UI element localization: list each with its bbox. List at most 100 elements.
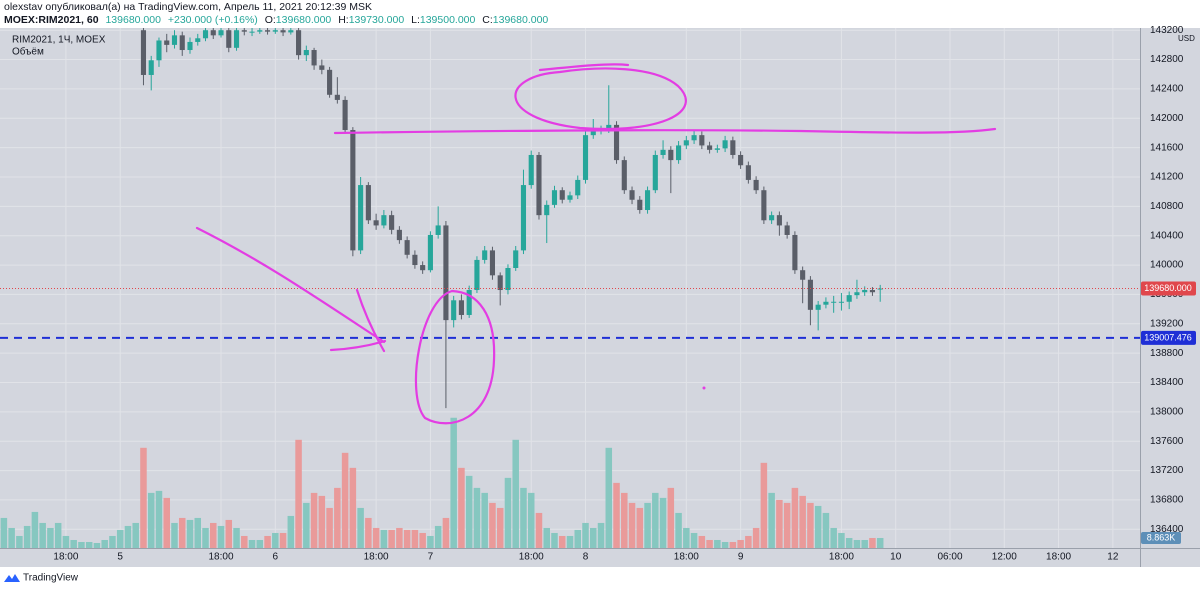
low-label: L: <box>411 14 420 26</box>
y-tick-label: 137600 <box>1150 436 1184 447</box>
volume-bar <box>39 522 46 548</box>
volume-bar <box>644 502 651 548</box>
volume-bar <box>768 492 775 548</box>
volume-bar <box>295 439 302 548</box>
volume-bar <box>442 517 450 548</box>
volume-bar <box>70 539 77 548</box>
volume-bar <box>667 487 675 548</box>
candle-body <box>753 179 759 191</box>
volume-bar <box>396 527 403 548</box>
y-tick-label: 143200 <box>1150 25 1184 36</box>
candle-body <box>800 270 806 280</box>
x-tick-label: 06:00 <box>937 552 962 563</box>
volume-bar <box>303 502 310 548</box>
volume-bar <box>543 527 550 548</box>
high-label: H: <box>338 14 349 26</box>
volume-bar <box>93 542 101 548</box>
candle-body <box>187 41 193 51</box>
x-tick-label: 18:00 <box>829 552 854 563</box>
volume-bar <box>186 519 194 548</box>
candle-body <box>365 185 371 221</box>
candle-body <box>683 140 689 146</box>
volume-bar <box>403 529 411 548</box>
y-tick-label: 139200 <box>1150 318 1184 329</box>
volume-bar <box>357 507 364 548</box>
y-tick-label: 138000 <box>1150 406 1184 417</box>
drawn-circle <box>414 289 496 425</box>
volume-bar <box>473 487 481 548</box>
volume-bar <box>582 522 589 548</box>
symbol-line: MOEX:RIM2021, 60 139680.000 +230.000 (+0… <box>4 14 548 26</box>
axes: 143200 142800 142400 142000 141600 141200 1408… <box>53 25 1196 563</box>
candle-body <box>358 185 364 251</box>
candle-body <box>458 300 464 315</box>
volume-bar <box>279 532 287 548</box>
volume-bar <box>427 535 434 548</box>
volume-bar <box>419 532 426 548</box>
volume-bar <box>318 495 326 548</box>
candle-body <box>769 215 775 221</box>
volume-bar <box>566 535 574 548</box>
volume-bar <box>0 517 8 548</box>
low-value: 139500.000 <box>420 14 476 26</box>
volume-bar <box>85 541 93 548</box>
volume-bar <box>210 522 217 548</box>
open-label: O: <box>265 14 276 26</box>
candle-body <box>420 265 426 271</box>
candle-body <box>606 124 612 131</box>
candle-body <box>264 30 271 32</box>
candle-body <box>590 130 596 136</box>
candle-body <box>567 195 573 200</box>
x-tick-label: 10 <box>890 552 902 563</box>
volume-bar <box>23 525 31 548</box>
x-tick-label: 5 <box>117 552 123 563</box>
high-value: 139730.000 <box>349 14 405 26</box>
volume-bar <box>822 512 830 548</box>
candle-body <box>233 30 240 48</box>
publisher-line: olexstav опубликовал(а) на TradingView.c… <box>4 1 372 13</box>
x-tick-label: 18:00 <box>53 552 78 563</box>
candle-body <box>148 60 154 75</box>
candle-body <box>807 279 813 310</box>
volume-bar <box>450 417 457 548</box>
volume-bar <box>535 512 543 548</box>
y-tick-label: 140400 <box>1150 230 1184 241</box>
candle-body <box>637 199 643 211</box>
candle-body <box>156 40 162 61</box>
volume-tag-label: 8.863K <box>1147 532 1176 542</box>
last-value: 139680.000 <box>105 14 161 26</box>
volume-bar <box>62 535 70 548</box>
candle-body <box>792 234 798 271</box>
logo: TradingView <box>4 573 79 584</box>
candle-body <box>528 154 534 186</box>
volume-bar <box>365 517 372 548</box>
candle-body <box>381 215 387 226</box>
volume-bar <box>380 529 388 548</box>
candle-body <box>489 250 496 276</box>
volume-bar <box>171 522 178 548</box>
candle-body <box>536 154 542 216</box>
candle-body <box>707 145 713 150</box>
candle-body <box>644 190 651 211</box>
last-price-label: 139680.000 <box>1144 283 1192 293</box>
volume-bar <box>504 477 512 548</box>
volume-bar <box>574 529 582 548</box>
volume-bar <box>411 529 419 548</box>
candle-body <box>389 215 395 230</box>
volume-bar <box>628 502 636 548</box>
candle-body <box>776 215 782 226</box>
volume-bar <box>194 517 202 548</box>
volume-bar <box>8 527 15 548</box>
drawn-arrow <box>195 226 387 353</box>
volume-bar <box>434 525 442 548</box>
x-tick-label: 18:00 <box>674 552 699 563</box>
legend-series: RIM2021, 1Ч, MOEX <box>12 35 106 46</box>
volume-bar <box>791 487 799 548</box>
volume-bar <box>853 539 861 548</box>
volume-bar <box>520 487 527 548</box>
drawn-line <box>333 127 997 135</box>
candle-body <box>412 254 418 266</box>
volume-bar <box>334 487 341 548</box>
x-tick-label: 9 <box>738 552 744 563</box>
candle-body <box>171 35 178 45</box>
